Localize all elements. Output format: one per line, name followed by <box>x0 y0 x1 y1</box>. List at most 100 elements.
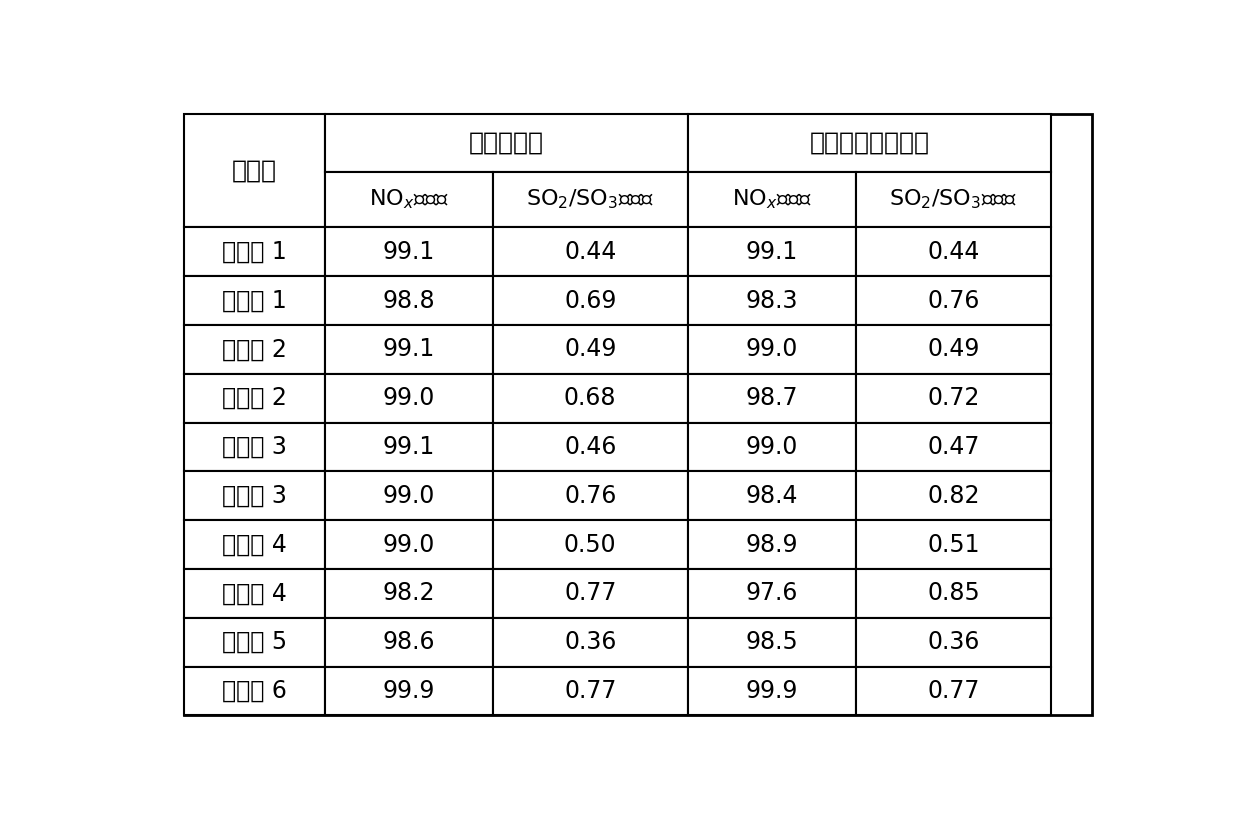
Bar <box>325 471 492 520</box>
Text: 99.1: 99.1 <box>745 240 799 263</box>
Bar <box>856 618 1052 667</box>
Text: 0.76: 0.76 <box>564 483 616 508</box>
Text: 98.7: 98.7 <box>745 386 799 410</box>
Text: 98.4: 98.4 <box>745 483 799 508</box>
Bar <box>184 618 325 667</box>
Bar <box>184 471 325 520</box>
Bar <box>688 667 856 716</box>
Text: 实施例: 实施例 <box>232 159 277 182</box>
Text: 98.6: 98.6 <box>382 630 435 654</box>
Bar <box>492 227 688 276</box>
Text: 99.0: 99.0 <box>745 435 799 459</box>
Bar <box>492 172 688 227</box>
Text: 对比例 4: 对比例 4 <box>222 582 286 605</box>
Bar <box>492 374 688 423</box>
Bar <box>492 618 688 667</box>
Bar <box>688 172 856 227</box>
Bar <box>325 667 492 716</box>
Text: 99.9: 99.9 <box>745 679 799 703</box>
Bar <box>856 325 1052 374</box>
Text: 0.50: 0.50 <box>564 533 616 556</box>
Bar <box>184 114 325 227</box>
Text: 99.0: 99.0 <box>745 337 799 362</box>
Bar <box>856 667 1052 716</box>
Bar <box>492 520 688 569</box>
Bar <box>688 569 856 618</box>
Text: 99.1: 99.1 <box>382 337 435 362</box>
Text: 0.44: 0.44 <box>928 240 980 263</box>
Text: 实施例 6: 实施例 6 <box>222 679 286 703</box>
Text: NO$_x$转化率: NO$_x$转化率 <box>368 188 449 211</box>
Text: 新鲜催化剂: 新鲜催化剂 <box>469 131 543 155</box>
Text: 98.3: 98.3 <box>745 289 799 312</box>
Bar <box>856 423 1052 471</box>
Bar <box>688 618 856 667</box>
Bar <box>325 276 492 325</box>
Bar <box>688 374 856 423</box>
Bar <box>184 569 325 618</box>
Text: 0.44: 0.44 <box>564 240 616 263</box>
Text: 99.0: 99.0 <box>382 386 435 410</box>
Text: 对比例 1: 对比例 1 <box>222 289 286 312</box>
Text: 98.8: 98.8 <box>382 289 435 312</box>
Text: 0.77: 0.77 <box>564 679 616 703</box>
Text: 对比例 2: 对比例 2 <box>222 386 286 410</box>
Text: 0.77: 0.77 <box>928 679 980 703</box>
Bar <box>492 667 688 716</box>
Bar <box>856 374 1052 423</box>
Text: 99.0: 99.0 <box>382 533 435 556</box>
Text: 98.5: 98.5 <box>745 630 799 654</box>
Bar <box>492 276 688 325</box>
Text: 实施例 5: 实施例 5 <box>222 630 286 654</box>
Bar <box>492 325 688 374</box>
Bar <box>325 227 492 276</box>
Text: NO$_x$转化率: NO$_x$转化率 <box>732 188 812 211</box>
Text: 0.46: 0.46 <box>564 435 616 459</box>
Bar <box>325 520 492 569</box>
Text: 0.77: 0.77 <box>564 582 616 605</box>
Text: 99.1: 99.1 <box>382 240 435 263</box>
Text: 0.47: 0.47 <box>928 435 980 459</box>
Bar <box>184 374 325 423</box>
Bar <box>184 423 325 471</box>
Text: 0.85: 0.85 <box>928 582 980 605</box>
Bar <box>856 569 1052 618</box>
Text: 0.51: 0.51 <box>928 533 980 556</box>
Text: 0.69: 0.69 <box>564 289 616 312</box>
Bar <box>688 325 856 374</box>
Bar <box>688 227 856 276</box>
Bar <box>325 172 492 227</box>
Text: 98.2: 98.2 <box>382 582 435 605</box>
Bar <box>184 325 325 374</box>
Bar <box>325 374 492 423</box>
Bar <box>688 520 856 569</box>
Text: 98.9: 98.9 <box>745 533 799 556</box>
Bar <box>184 520 325 569</box>
Bar <box>184 276 325 325</box>
Text: 实施例 3: 实施例 3 <box>222 435 286 459</box>
Text: 99.0: 99.0 <box>382 483 435 508</box>
Bar <box>492 569 688 618</box>
Bar <box>856 520 1052 569</box>
Text: 混合处理后催化剂: 混合处理后催化剂 <box>810 131 930 155</box>
Text: 实施例 1: 实施例 1 <box>222 240 286 263</box>
Text: 0.36: 0.36 <box>928 630 980 654</box>
Text: 0.49: 0.49 <box>928 337 980 362</box>
Bar <box>492 423 688 471</box>
Bar <box>856 276 1052 325</box>
Bar <box>688 114 1052 172</box>
Bar <box>688 471 856 520</box>
Text: 99.1: 99.1 <box>382 435 435 459</box>
Bar <box>856 471 1052 520</box>
Bar <box>856 172 1052 227</box>
Bar <box>184 227 325 276</box>
Text: 对比例 3: 对比例 3 <box>222 483 286 508</box>
Text: 实施例 2: 实施例 2 <box>222 337 286 362</box>
Text: 97.6: 97.6 <box>745 582 799 605</box>
Text: 0.82: 0.82 <box>928 483 980 508</box>
Text: 0.36: 0.36 <box>564 630 616 654</box>
Bar <box>492 471 688 520</box>
Bar <box>325 618 492 667</box>
Text: SO$_2$/SO$_3$转化率: SO$_2$/SO$_3$转化率 <box>526 188 655 211</box>
Text: 0.76: 0.76 <box>928 289 980 312</box>
